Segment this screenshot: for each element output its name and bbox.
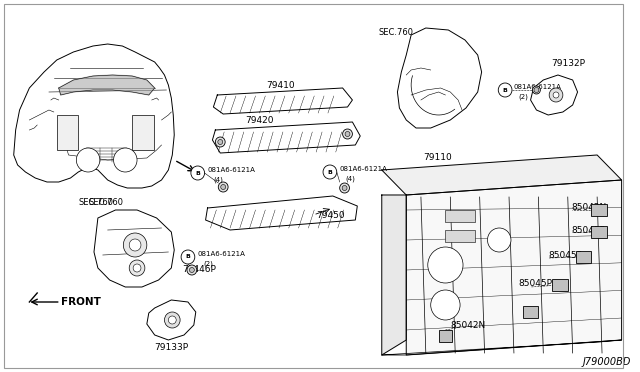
Circle shape	[499, 83, 512, 97]
Polygon shape	[382, 340, 621, 355]
Text: 85045P: 85045P	[548, 250, 582, 260]
Bar	[552, 279, 568, 291]
Circle shape	[191, 166, 205, 180]
Circle shape	[342, 186, 347, 190]
Bar	[438, 330, 452, 342]
Text: 79110: 79110	[423, 153, 452, 162]
Circle shape	[215, 137, 225, 147]
Text: 85042N: 85042N	[572, 202, 607, 212]
Polygon shape	[213, 88, 353, 114]
Circle shape	[553, 92, 559, 98]
Text: B: B	[195, 170, 200, 176]
Text: SEC.760: SEC.760	[78, 198, 113, 207]
Text: SEC.760: SEC.760	[379, 28, 414, 37]
Text: 85045P: 85045P	[572, 225, 605, 234]
Text: 081A6-6121A: 081A6-6121A	[514, 84, 562, 90]
Circle shape	[129, 260, 145, 276]
Bar	[132, 115, 154, 150]
Text: 79132P: 79132P	[551, 59, 585, 68]
Text: 081A6-6121A: 081A6-6121A	[207, 167, 255, 173]
Polygon shape	[212, 122, 360, 153]
Polygon shape	[59, 75, 155, 95]
Circle shape	[221, 185, 226, 189]
Polygon shape	[382, 195, 406, 355]
Circle shape	[129, 239, 141, 251]
Circle shape	[534, 87, 539, 93]
Circle shape	[113, 148, 137, 172]
Polygon shape	[94, 210, 174, 287]
Text: 081A6-6121A: 081A6-6121A	[198, 251, 246, 257]
Bar	[57, 115, 78, 150]
Circle shape	[181, 250, 195, 264]
Text: B: B	[502, 87, 508, 93]
Circle shape	[345, 131, 350, 137]
Bar	[445, 210, 475, 222]
Text: (2): (2)	[204, 261, 214, 267]
Text: (2): (2)	[519, 94, 529, 100]
Text: (4): (4)	[213, 177, 223, 183]
Circle shape	[164, 312, 180, 328]
Text: 79410: 79410	[266, 81, 295, 90]
Polygon shape	[397, 28, 482, 128]
Circle shape	[340, 183, 349, 193]
Circle shape	[428, 247, 463, 283]
Circle shape	[549, 88, 563, 102]
Circle shape	[218, 140, 223, 144]
Circle shape	[187, 265, 196, 275]
Polygon shape	[531, 75, 577, 115]
Bar	[575, 251, 591, 263]
Text: 85045P: 85045P	[519, 279, 553, 288]
Circle shape	[168, 316, 176, 324]
Bar	[591, 226, 607, 238]
Circle shape	[342, 129, 353, 139]
Circle shape	[532, 86, 540, 94]
Bar	[523, 306, 538, 318]
Circle shape	[76, 148, 100, 172]
Text: SEC.760: SEC.760	[88, 198, 124, 207]
Text: B: B	[328, 170, 332, 174]
Text: 79446P: 79446P	[182, 266, 216, 275]
Circle shape	[124, 233, 147, 257]
Bar	[445, 230, 475, 242]
Polygon shape	[13, 44, 174, 188]
Circle shape	[431, 290, 460, 320]
Polygon shape	[382, 155, 621, 195]
Text: FRONT: FRONT	[61, 297, 100, 307]
Circle shape	[133, 264, 141, 272]
Circle shape	[218, 182, 228, 192]
Text: B: B	[186, 254, 190, 260]
Text: 79133P: 79133P	[155, 343, 189, 352]
Bar	[591, 204, 607, 216]
Polygon shape	[205, 196, 357, 230]
Polygon shape	[406, 180, 621, 355]
Text: 79450: 79450	[316, 211, 345, 219]
Text: 79420: 79420	[244, 116, 273, 125]
Text: 85042N: 85042N	[451, 321, 486, 330]
Text: (4): (4)	[346, 176, 355, 182]
Polygon shape	[147, 300, 196, 340]
Circle shape	[323, 165, 337, 179]
Circle shape	[189, 267, 195, 273]
Text: 081A6-6121A: 081A6-6121A	[340, 166, 388, 172]
Text: J79000BD: J79000BD	[582, 357, 631, 367]
Circle shape	[488, 228, 511, 252]
